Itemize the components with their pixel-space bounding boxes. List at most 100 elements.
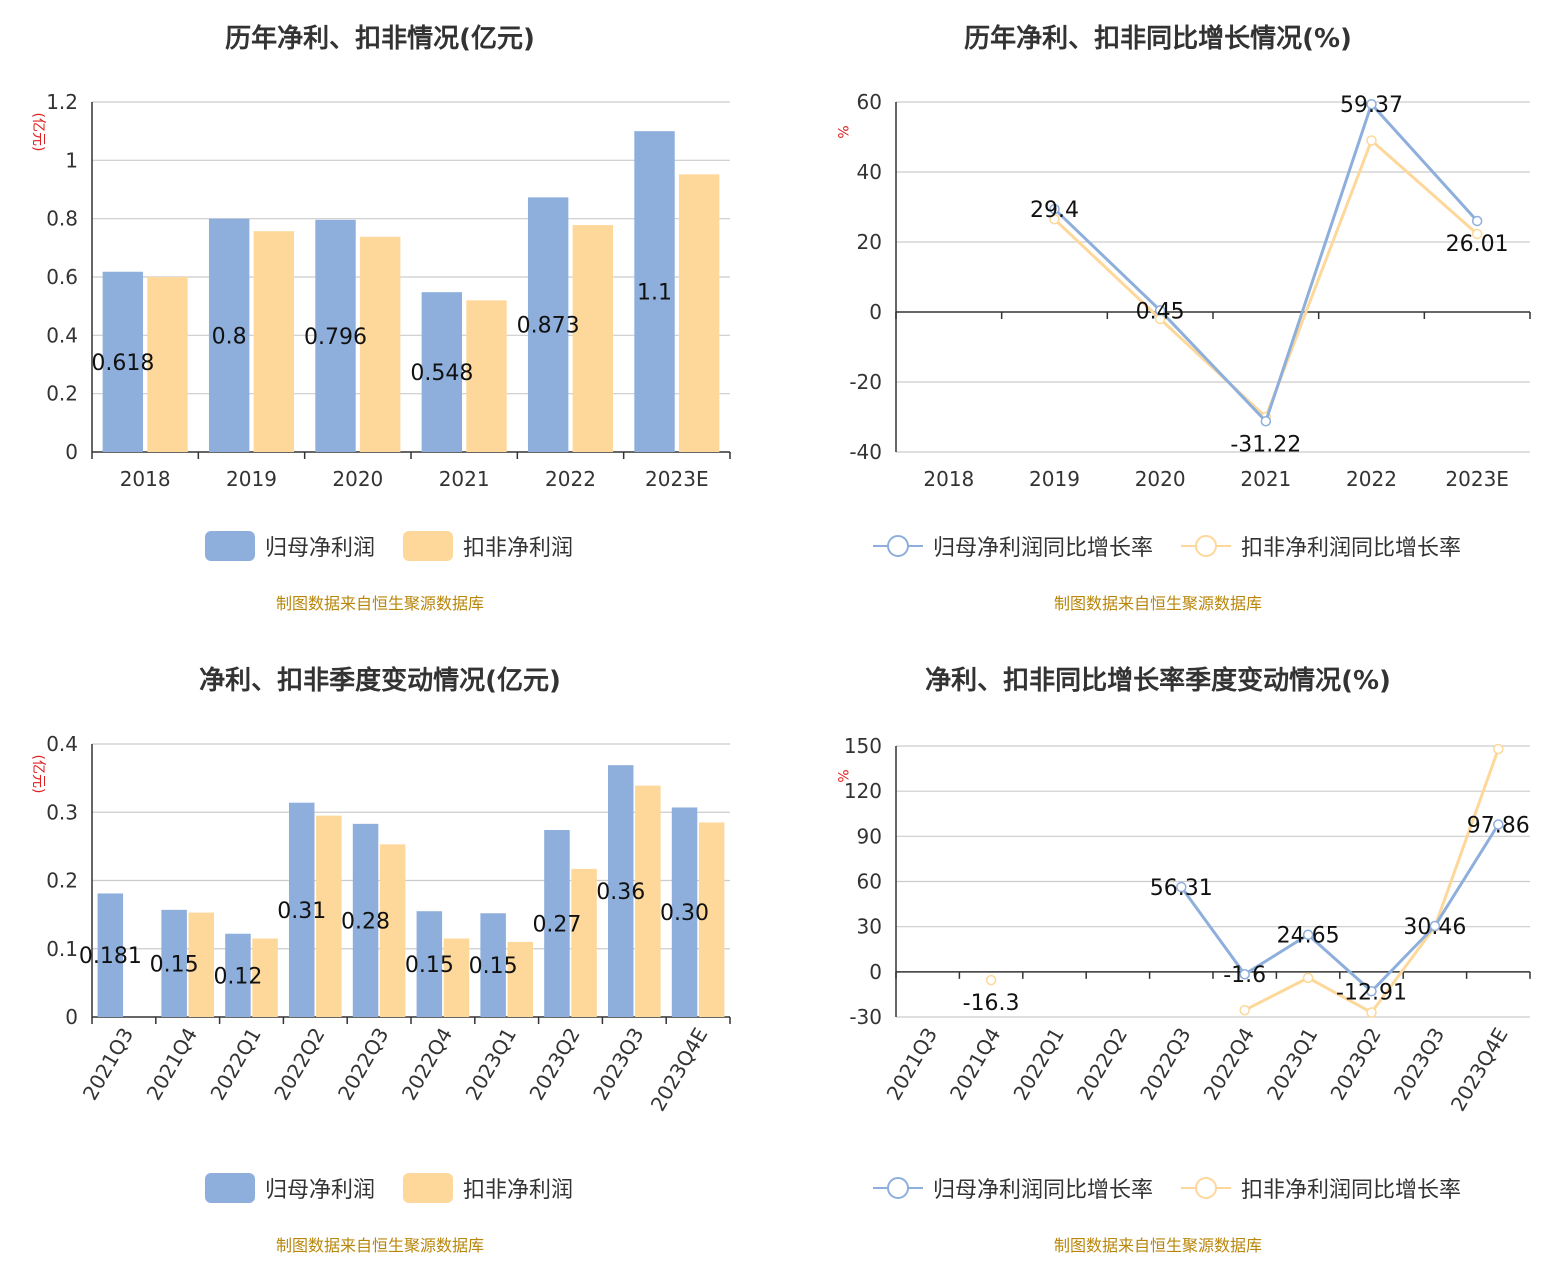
legend-item-series-1[interactable]: 归母净利润同比增长率 [872,1172,1153,1204]
legend-label: 归母净利润同比增长率 [932,1178,1153,1203]
x-tick-label: 2022Q1 [205,1024,265,1105]
data-label: 0.45 [1136,299,1185,324]
x-tick-label: 2018 [923,467,974,491]
series-line [1053,101,1479,425]
chart-title: 净利、扣非同比增长率季度变动情况(%) [925,666,1391,696]
bar [359,236,401,452]
x-tick-label: 2023Q4E [1446,1024,1513,1116]
y-tick-label: 150 [844,734,882,758]
bar [698,822,725,1017]
x-tick-label: 2020 [1135,467,1186,491]
x-tick-label: 2021Q3 [78,1024,138,1105]
y-axis-unit-label: (亿元) [30,755,46,794]
series-line [1053,137,1479,420]
y-tick-label: -20 [849,370,882,394]
data-label: 0.873 [517,314,580,339]
y-tick-label: 30 [857,915,882,939]
legend-label: 扣非净利润同比增长率 [1241,536,1462,561]
legend-item-series-2[interactable]: 扣非净利润同比增长率 [1181,530,1461,562]
x-tick-label: 2023Q3 [588,1024,648,1105]
y-tick-label: 20 [857,230,882,254]
x-tick-label: 2022Q3 [333,1024,393,1105]
bar [252,938,278,1017]
x-tick-label: 2021 [439,467,490,491]
bar [316,815,342,1017]
data-point [1366,1007,1377,1018]
data-label: -16.3 [963,991,1020,1016]
bar [571,868,597,1017]
bar [288,802,315,1017]
legend-line-marker-icon [872,1173,923,1203]
legend-swatch-blue [204,531,255,561]
data-label: 59.37 [1340,93,1403,118]
data-label: -12.91 [1336,980,1407,1005]
bar [607,765,634,1017]
x-tick-label: 2023Q1 [461,1024,521,1105]
legend-item-series-2[interactable]: 扣非净利润 [403,1172,573,1204]
x-tick-label: 2022Q1 [1008,1024,1068,1105]
bar [161,909,187,1017]
y-tick-label: 0.2 [46,869,78,893]
y-tick-label: 0.6 [46,265,78,289]
bar [678,174,720,453]
data-point [1493,743,1504,755]
x-tick-label: 2022 [545,467,596,491]
chart-legend: 归母净利润 扣非净利润 [0,1172,778,1204]
data-point [1239,1004,1250,1016]
data-point [1049,214,1060,225]
data-point [1493,819,1504,830]
data-label: 0.618 [91,351,154,376]
legend-item-series-2[interactable]: 扣非净利润同比增长率 [1181,1172,1461,1204]
y-tick-label: 40 [857,160,882,184]
data-label: 0.548 [410,361,473,386]
y-tick-label: 60 [857,870,882,894]
legend-item-series-1[interactable]: 归母净利润 [204,1172,375,1204]
legend-swatch-orange [403,1173,453,1203]
chart-source-note: 制图数据来自恒生聚源数据库 [275,594,484,613]
chart-panel-quarterly-profit: 净利、扣非季度变动情况(亿元) 0 0.1 0.2 0.3 0.4 2021Q3 2021Q… [0,642,778,1274]
data-label: 0.181 [79,944,142,969]
bar [671,807,698,1017]
y-tick-label: 0 [65,440,78,464]
legend-line-marker-icon [1181,1173,1231,1203]
x-tick-label: 2022 [1346,467,1397,491]
x-tick-label: 2021Q4 [945,1024,1005,1105]
bar [208,218,250,452]
bar [480,913,506,1017]
y-tick-label: 0.3 [46,800,78,824]
chart-legend: 归母净利润同比增长率 扣非净利润同比增长率 [778,1172,1556,1204]
x-tick-label: 2022Q2 [1072,1024,1132,1105]
bar [634,131,675,452]
legend-item-series-2[interactable]: 扣非净利润 [403,530,573,562]
data-label: 56.31 [1150,876,1213,901]
data-point [1302,929,1314,940]
y-tick-label: 1 [65,148,78,172]
legend-item-series-1[interactable]: 归母净利润 [204,530,375,562]
y-tick-label: 0.2 [46,382,78,406]
x-tick-label: 2023Q1 [1262,1024,1322,1105]
bar [544,829,570,1017]
legend-label: 扣非净利润 [463,1178,574,1203]
y-axis-unit-label: % [834,125,850,138]
data-point [1154,305,1166,316]
y-tick-label: 0.1 [46,937,78,961]
x-tick-label: 2021Q3 [882,1024,942,1105]
y-tick-label: 0.4 [46,732,78,756]
data-point [1366,986,1377,997]
chart-title: 历年净利、扣非情况(亿元) [225,24,535,54]
data-point [1176,881,1187,893]
bar [466,300,507,452]
gridlines [896,101,1530,453]
legend-item-series-1[interactable]: 归母净利润同比增长率 [872,530,1153,562]
chart-plot-area: -40 -20 0 20 40 60 2018 2019 2020 2021 2022 2023E% 2… [834,90,1531,491]
y-tick-label: -30 [849,1005,882,1029]
x-tick-label: 2020 [332,467,383,491]
x-tick-label: 2022Q4 [397,1024,457,1105]
chart-panel-annual-profit: 历年净利、扣非情况(亿元) 0 0.2 0.4 0.6 0.8 1 1.2 2018 2019 2… [0,0,778,632]
bar [188,912,215,1017]
data-point [1429,920,1441,932]
bar [315,219,356,452]
x-tick-label: 2023Q2 [1325,1024,1385,1105]
chart-plot-area: -30 0 30 60 90 120 150 2021Q3 2021Q4 2022Q1 2022Q2… [834,734,1531,1116]
chart-legend: 归母净利润同比增长率 扣非净利润同比增长率 [778,530,1556,562]
